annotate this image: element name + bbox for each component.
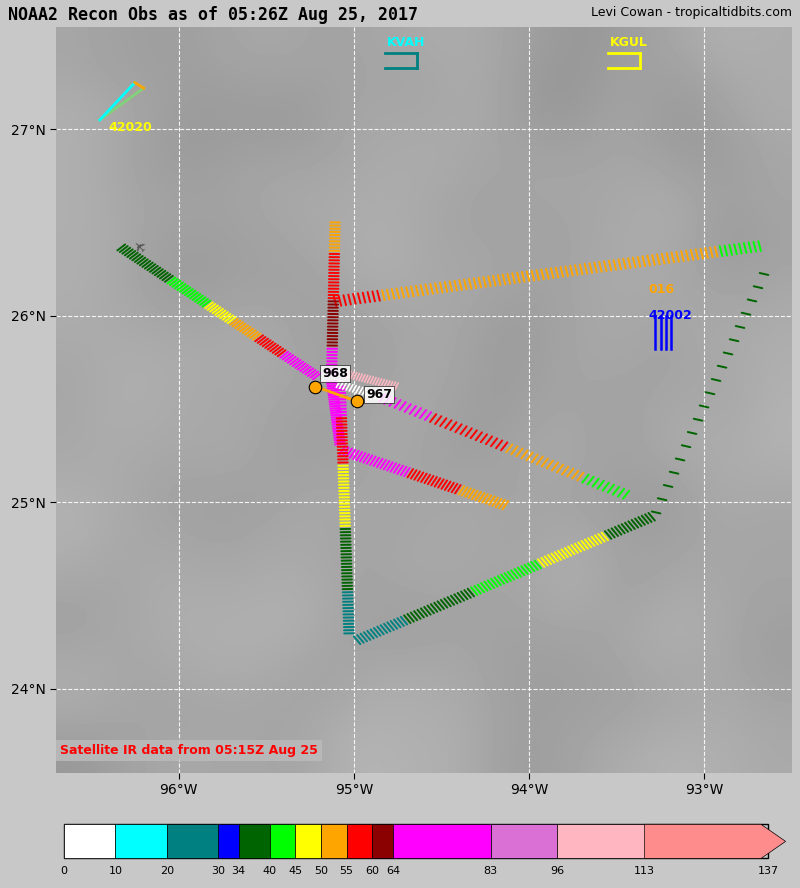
- Text: KGUL: KGUL: [610, 36, 648, 49]
- Text: 45: 45: [288, 866, 302, 876]
- Text: 40: 40: [262, 866, 277, 876]
- Text: 96: 96: [550, 866, 564, 876]
- Text: NOAA2 Recon Obs as of 05:26Z Aug 25, 2017: NOAA2 Recon Obs as of 05:26Z Aug 25, 201…: [8, 6, 418, 24]
- Bar: [393, 824, 490, 859]
- Text: 60: 60: [366, 866, 379, 876]
- Text: 55: 55: [340, 866, 354, 876]
- Text: ✈: ✈: [130, 235, 150, 255]
- Text: 10: 10: [108, 866, 122, 876]
- Text: 968: 968: [322, 368, 348, 380]
- Text: 83: 83: [483, 866, 498, 876]
- Polygon shape: [645, 824, 786, 859]
- Bar: [346, 824, 372, 859]
- Text: 137: 137: [758, 866, 778, 876]
- Text: 30: 30: [211, 866, 225, 876]
- Bar: [270, 824, 295, 859]
- Text: Levi Cowan - tropicaltidbits.com: Levi Cowan - tropicaltidbits.com: [591, 6, 792, 20]
- Bar: [321, 824, 346, 859]
- Bar: [64, 824, 768, 859]
- Bar: [295, 824, 321, 859]
- Bar: [372, 824, 393, 859]
- Bar: [490, 824, 558, 859]
- Text: 42002: 42002: [648, 309, 692, 322]
- Text: 016: 016: [648, 283, 674, 297]
- Bar: [115, 824, 166, 859]
- Bar: [558, 824, 645, 859]
- Text: Satellite IR data from 05:15Z Aug 25: Satellite IR data from 05:15Z Aug 25: [60, 744, 318, 757]
- Text: 42020: 42020: [109, 121, 152, 134]
- Text: 113: 113: [634, 866, 655, 876]
- Bar: [238, 824, 270, 859]
- Bar: [218, 824, 238, 859]
- Text: 20: 20: [160, 866, 174, 876]
- Text: 34: 34: [232, 866, 246, 876]
- Text: 0: 0: [61, 866, 67, 876]
- Text: 967: 967: [366, 388, 392, 400]
- Text: 64: 64: [386, 866, 400, 876]
- Text: KVAH: KVAH: [387, 36, 426, 49]
- Bar: [64, 824, 115, 859]
- Text: 50: 50: [314, 866, 328, 876]
- Bar: [166, 824, 218, 859]
